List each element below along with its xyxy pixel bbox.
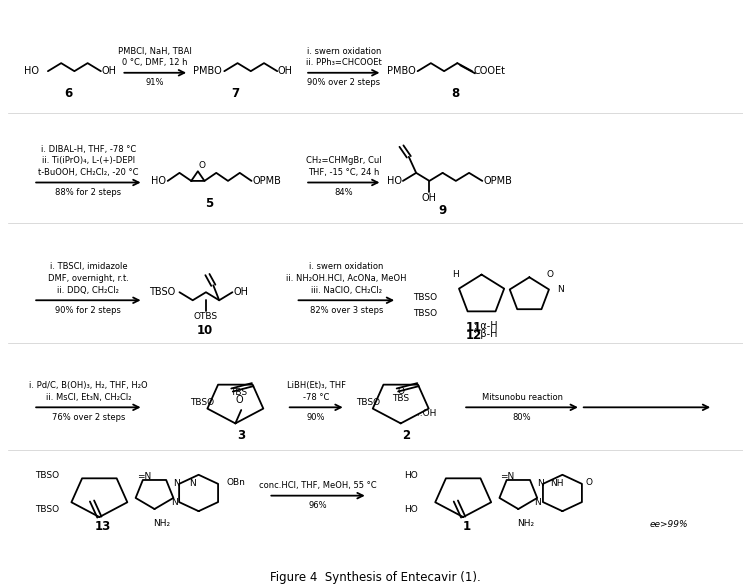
Text: TBSO: TBSO <box>148 287 175 297</box>
Text: ...OH: ...OH <box>414 409 436 418</box>
Text: OTBS: OTBS <box>194 312 218 321</box>
Text: Figure 4  Synthesis of Entecavir (1).: Figure 4 Synthesis of Entecavir (1). <box>270 571 480 584</box>
Text: conc.HCl, THF, MeOH, 55 °C: conc.HCl, THF, MeOH, 55 °C <box>260 481 376 490</box>
Text: 11: 11 <box>466 321 482 333</box>
Text: TBSO: TBSO <box>413 309 437 318</box>
Text: ii. MsCl, Et₃N, CH₂Cl₂: ii. MsCl, Et₃N, CH₂Cl₂ <box>46 393 131 402</box>
Text: TBSO: TBSO <box>35 471 59 480</box>
Text: TBSO: TBSO <box>356 398 380 407</box>
Text: N: N <box>535 498 542 507</box>
Text: LiBH(Et)₃, THF: LiBH(Et)₃, THF <box>286 381 346 390</box>
Text: OH: OH <box>234 287 249 297</box>
Text: 80%: 80% <box>513 413 531 422</box>
Text: 91%: 91% <box>146 78 164 87</box>
Text: TBS: TBS <box>392 394 410 403</box>
Text: H: H <box>452 270 459 279</box>
Text: i. Pd/C, B(OH)₃, H₂, THF, H₂O: i. Pd/C, B(OH)₃, H₂, THF, H₂O <box>29 381 148 390</box>
Text: iii. NaClO, CH₂Cl₂: iii. NaClO, CH₂Cl₂ <box>310 286 382 295</box>
Text: 5: 5 <box>206 197 214 210</box>
Text: =N: =N <box>136 472 151 482</box>
Text: O: O <box>199 161 206 170</box>
Text: 90% over 2 steps: 90% over 2 steps <box>308 78 380 87</box>
Text: PMBO: PMBO <box>193 66 221 76</box>
Text: 1: 1 <box>463 520 471 533</box>
Text: t-BuOOH, CH₂Cl₂, -20 °C: t-BuOOH, CH₂Cl₂, -20 °C <box>38 168 139 177</box>
Text: OH: OH <box>278 66 293 76</box>
Text: ii. NH₂OH.HCl, AcONa, MeOH: ii. NH₂OH.HCl, AcONa, MeOH <box>286 274 406 283</box>
Text: 90%: 90% <box>307 413 326 422</box>
Text: OH: OH <box>101 66 116 76</box>
Text: 96%: 96% <box>309 501 327 510</box>
Text: : β-H: : β-H <box>474 329 498 339</box>
Text: DMF, overnight, r.t.: DMF, overnight, r.t. <box>48 274 129 283</box>
Text: HO: HO <box>387 176 402 186</box>
Text: N: N <box>171 498 178 507</box>
Text: N: N <box>172 479 180 488</box>
Text: HO: HO <box>404 505 418 513</box>
Text: N: N <box>556 285 563 294</box>
Text: 90% for 2 steps: 90% for 2 steps <box>56 306 122 315</box>
Text: CH₂=CHMgBr, CuI: CH₂=CHMgBr, CuI <box>306 156 382 165</box>
Text: ee>99%: ee>99% <box>650 520 688 529</box>
Text: NH₂: NH₂ <box>153 519 170 527</box>
Text: 7: 7 <box>231 87 239 100</box>
Text: i. TBSCl, imidazole: i. TBSCl, imidazole <box>50 263 128 271</box>
Text: 10: 10 <box>196 324 212 337</box>
Text: =N: =N <box>500 472 514 482</box>
Text: TBSO: TBSO <box>413 293 437 302</box>
Text: 13: 13 <box>95 520 111 533</box>
Text: THF, -15 °C, 24 h: THF, -15 °C, 24 h <box>308 168 380 177</box>
Text: PMBCl, NaH, TBAI: PMBCl, NaH, TBAI <box>118 47 192 56</box>
Text: 9: 9 <box>439 204 447 217</box>
Text: Mitsunobu reaction: Mitsunobu reaction <box>482 393 562 402</box>
Text: i. swern oxidation: i. swern oxidation <box>307 47 381 56</box>
Text: OH: OH <box>422 193 437 203</box>
Text: TBS: TBS <box>230 387 248 397</box>
Text: NH: NH <box>550 479 563 488</box>
Text: COOEt: COOEt <box>473 66 506 76</box>
Text: -78 °C: -78 °C <box>303 393 329 402</box>
Text: 2: 2 <box>403 429 411 442</box>
Text: TBSO: TBSO <box>35 505 59 513</box>
Text: 76% over 2 steps: 76% over 2 steps <box>52 413 125 422</box>
Text: OBn: OBn <box>226 478 245 487</box>
Text: i. swern oxidation: i. swern oxidation <box>309 263 383 271</box>
Text: PMBO: PMBO <box>387 66 416 76</box>
Text: : α-H: : α-H <box>474 321 498 331</box>
Text: 84%: 84% <box>334 188 353 197</box>
Text: O: O <box>236 395 243 405</box>
Text: 12: 12 <box>466 329 482 342</box>
Text: HO: HO <box>404 471 418 480</box>
Text: O: O <box>547 270 554 279</box>
Text: ii. PPh₃=CHCOOEt: ii. PPh₃=CHCOOEt <box>306 59 382 67</box>
Text: N: N <box>537 479 544 488</box>
Text: TBSO: TBSO <box>190 398 214 407</box>
Text: OPMB: OPMB <box>252 176 281 186</box>
Text: HO: HO <box>151 176 166 186</box>
Text: 88% for 2 steps: 88% for 2 steps <box>56 188 122 197</box>
Text: ii. Ti(iPrO)₄, L-(+)-DEPI: ii. Ti(iPrO)₄, L-(+)-DEPI <box>42 156 135 165</box>
Text: 82% over 3 steps: 82% over 3 steps <box>310 306 383 315</box>
Text: i. DIBAL-H, THF, -78 °C: i. DIBAL-H, THF, -78 °C <box>40 145 136 154</box>
Text: 3: 3 <box>237 429 245 442</box>
Text: NH₂: NH₂ <box>517 519 534 527</box>
Text: HO: HO <box>24 66 39 76</box>
Text: O: O <box>398 387 404 396</box>
Text: N: N <box>189 479 196 488</box>
Text: 8: 8 <box>452 87 460 100</box>
Text: 6: 6 <box>64 87 73 100</box>
Text: O: O <box>586 478 593 487</box>
Text: OPMB: OPMB <box>483 176 512 186</box>
Text: ii. DDQ, CH₂Cl₂: ii. DDQ, CH₂Cl₂ <box>58 286 119 295</box>
Text: 0 °C, DMF, 12 h: 0 °C, DMF, 12 h <box>122 59 188 67</box>
